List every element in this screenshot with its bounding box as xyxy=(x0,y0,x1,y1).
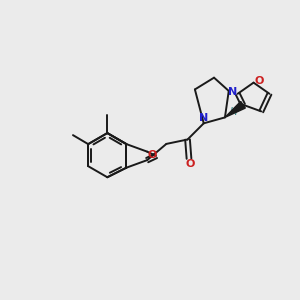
Text: O: O xyxy=(186,159,195,169)
Text: O: O xyxy=(254,76,264,86)
Polygon shape xyxy=(225,101,245,117)
Text: N: N xyxy=(228,87,237,97)
Text: H: H xyxy=(230,107,238,117)
Text: O: O xyxy=(148,150,157,160)
Text: N: N xyxy=(199,113,208,123)
